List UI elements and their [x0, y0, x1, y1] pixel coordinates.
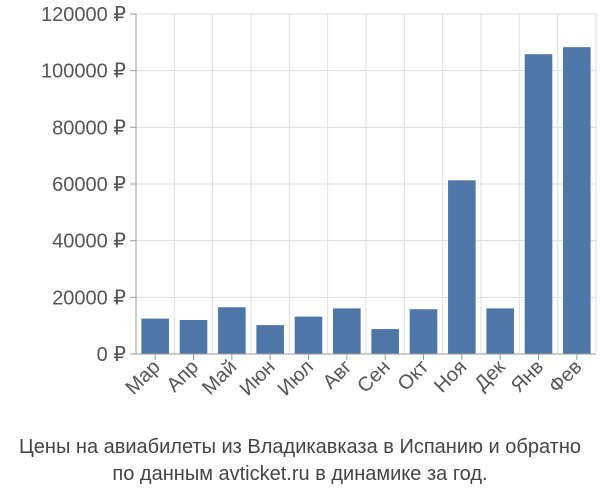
bar-Сен: [371, 329, 399, 354]
bar-Фев: [563, 47, 591, 355]
grid-lines: [135, 13, 597, 355]
x-tick-label: Сен: [353, 356, 394, 397]
x-tick-label: Июн: [236, 356, 280, 400]
y-tick-label: 20000 ₽: [52, 287, 126, 309]
bar-Апр: [179, 320, 208, 354]
chart-caption-line-2: по данным avticket.ru в динамике за год.: [112, 463, 488, 485]
y-tick-label: 40000 ₽: [52, 231, 126, 253]
x-tick-label: Апр: [163, 356, 204, 397]
y-tick-label: 80000 ₽: [52, 117, 126, 139]
x-tick-label: Авг: [319, 356, 357, 394]
bar-Май: [218, 307, 246, 354]
x-tick-label: Янв: [507, 356, 548, 397]
y-tick-label: 0 ₽: [97, 344, 127, 366]
bar-Ноя: [448, 180, 476, 354]
y-tick-label: 60000 ₽: [52, 174, 126, 196]
bar-Янв: [524, 54, 553, 354]
x-tick-label: Июл: [274, 356, 318, 400]
bars: [141, 47, 591, 355]
bar-Дек: [486, 308, 514, 354]
y-tick-labels: 0 ₽ 20000 ₽ 40000 ₽ 60000 ₽ 80000 ₽ 100000 ₽ 1…: [41, 4, 126, 366]
axes: [130, 13, 596, 360]
x-tick-label: Май: [198, 356, 241, 399]
y-tick-label: 120000 ₽: [41, 4, 126, 26]
bar-Июл: [294, 316, 323, 354]
chart-caption-line-1: Цены на авиабилеты из Владикавказа в Исп…: [19, 436, 581, 458]
x-tick-label: Фев: [545, 356, 587, 398]
bar-Авг: [333, 308, 361, 354]
x-tick-label: Окт: [394, 356, 433, 395]
x-tick-label: Дек: [471, 356, 510, 395]
y-tick-label: 100000 ₽: [41, 61, 126, 83]
bar-Окт: [409, 309, 438, 354]
x-tick-label: Мар: [121, 356, 164, 399]
bar-chart: 0 ₽ 20000 ₽ 40000 ₽ 60000 ₽ 80000 ₽ 100000 ₽ 1…: [41, 4, 597, 400]
x-tick-label: Ноя: [430, 356, 471, 397]
bar-Мар: [141, 318, 169, 354]
bar-Июн: [256, 325, 284, 354]
